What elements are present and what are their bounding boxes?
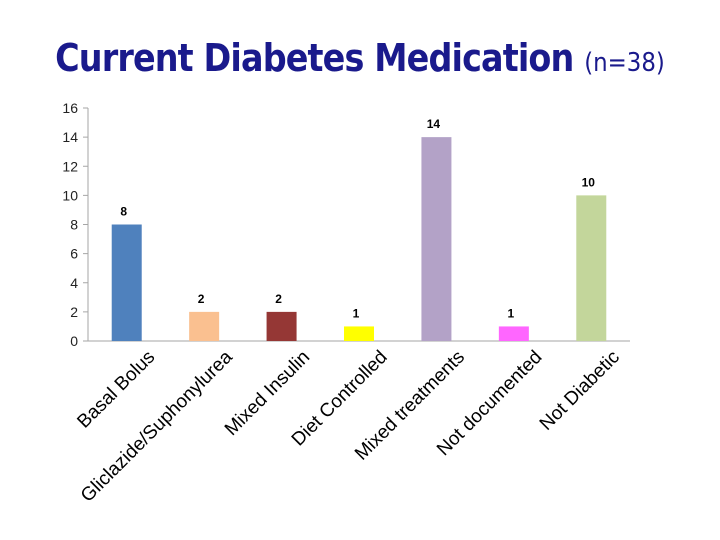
y-tick-label: 0 (70, 333, 78, 349)
y-tick-label: 10 (62, 187, 78, 203)
y-tick-label: 8 (70, 217, 78, 233)
bar-data-label: 10 (582, 175, 596, 189)
y-tick-label: 14 (62, 129, 78, 145)
bar (344, 326, 374, 341)
chart-title-subtitle: (n=38) (584, 48, 665, 78)
bar (189, 311, 220, 341)
bar-data-label: 2 (275, 292, 282, 306)
bar-data-label: 8 (120, 205, 127, 219)
y-tick-label: 2 (70, 304, 78, 320)
bar (576, 195, 607, 341)
category-label: Gliclazide/Suphonylurea (77, 346, 237, 506)
bar-data-label: 1 (508, 306, 515, 320)
bars (111, 137, 607, 341)
chart-title: Current Diabetes Medication (n=38) (43, 36, 677, 80)
data-labels: 8 2 2 1 14 1 10 (120, 117, 595, 320)
y-tick-label: 6 (70, 246, 78, 262)
category-labels: Basal BolusGliclazide/SuphonylureaMixed … (73, 346, 623, 506)
bar (266, 311, 297, 341)
bar-data-label: 14 (427, 117, 441, 131)
chart-title-main: Current Diabetes Medication (55, 36, 574, 80)
bar (111, 224, 142, 341)
y-tick-label: 4 (70, 275, 78, 291)
category-label: Basal Bolus (73, 347, 159, 433)
bar (498, 326, 529, 341)
bar-data-label: 1 (353, 306, 360, 320)
bar (421, 137, 452, 341)
y-tick-label: 16 (62, 100, 78, 116)
category-label: Not Diabetic (536, 347, 624, 435)
bar-data-label: 2 (198, 292, 205, 306)
y-tick-label: 12 (62, 158, 78, 174)
